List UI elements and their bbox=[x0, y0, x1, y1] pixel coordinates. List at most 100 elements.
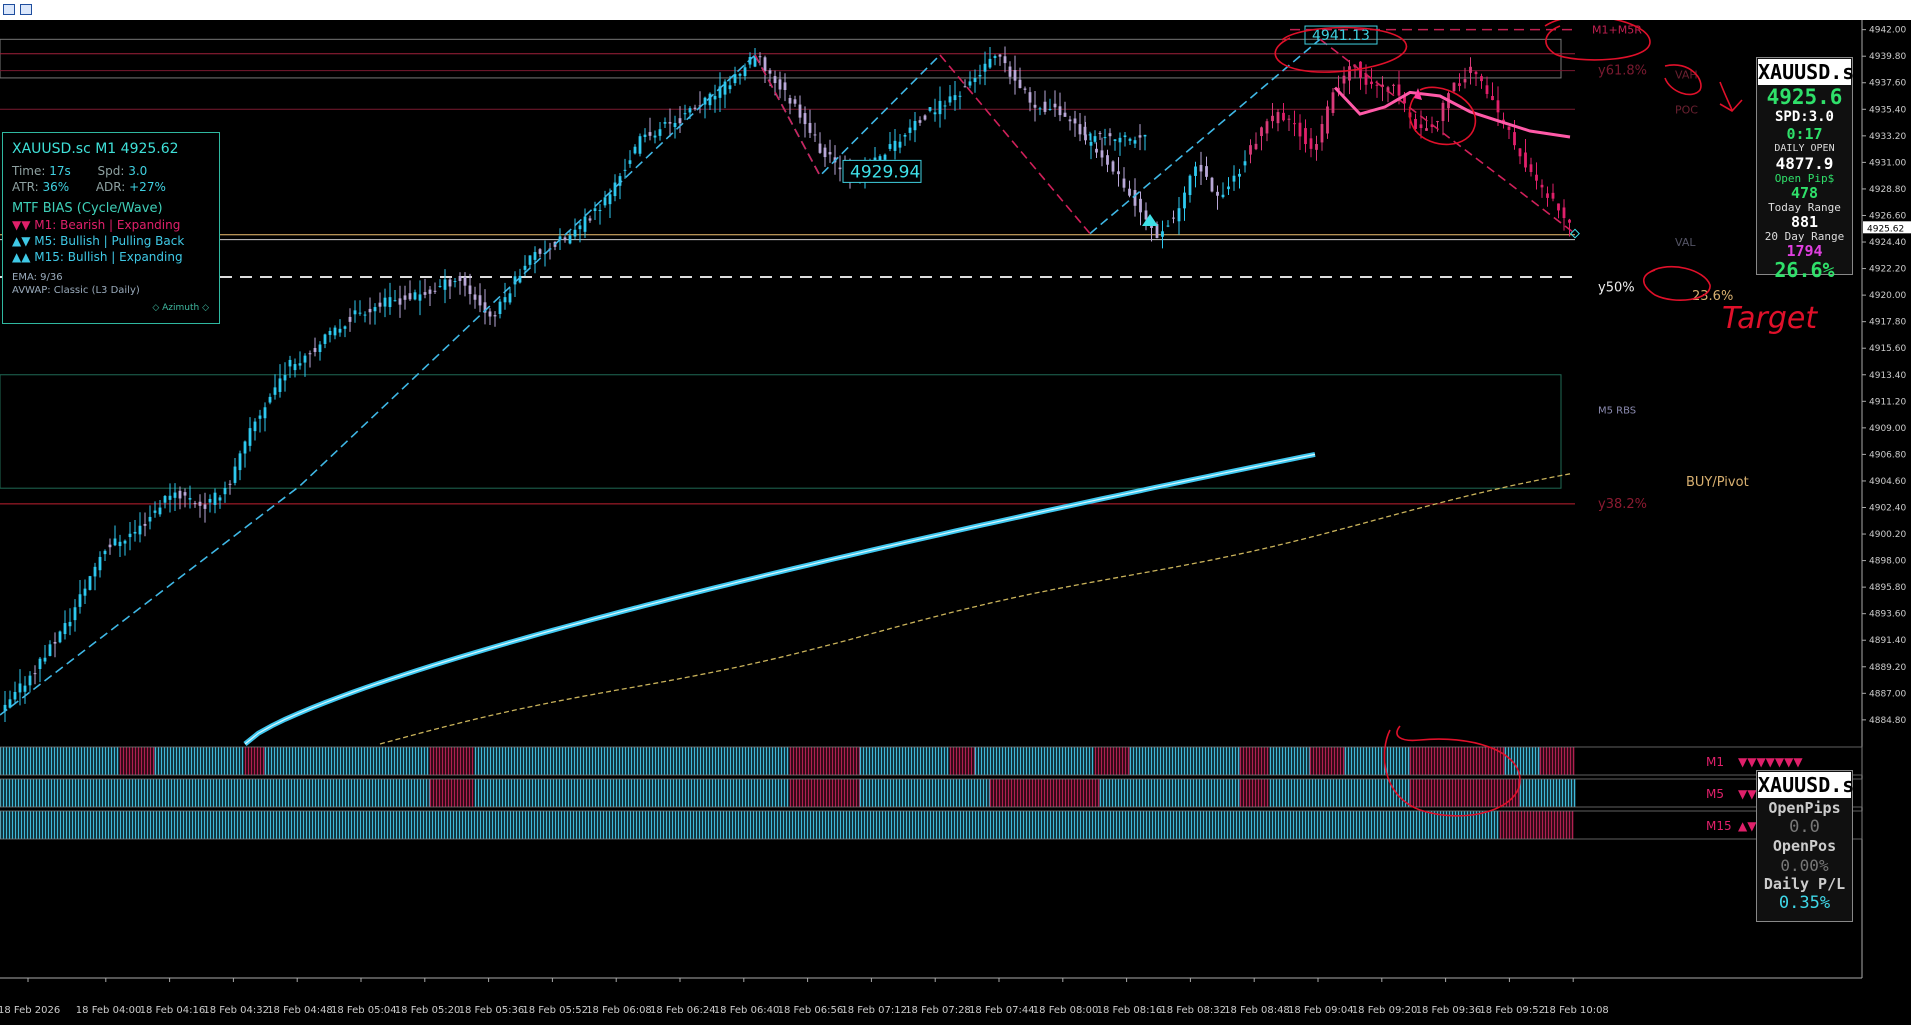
swing-high-label-box bbox=[1304, 25, 1378, 45]
candle bbox=[1161, 231, 1164, 237]
candle bbox=[1557, 203, 1560, 211]
candle bbox=[793, 99, 797, 104]
time-tick-label: 18 Feb 08:00 bbox=[1033, 1005, 1099, 1016]
candle bbox=[453, 281, 457, 283]
candle bbox=[1463, 79, 1467, 83]
candle bbox=[1139, 198, 1142, 213]
candle bbox=[1524, 152, 1527, 168]
candle bbox=[773, 76, 777, 84]
price-tick-label: 4917.80 bbox=[1869, 318, 1906, 328]
candle bbox=[1048, 109, 1052, 111]
ink-circle-high bbox=[1274, 26, 1408, 73]
time-tick-label: 18 Feb 2026 bbox=[0, 1005, 60, 1016]
candle bbox=[153, 510, 157, 513]
candle bbox=[658, 129, 662, 136]
candle bbox=[328, 330, 332, 335]
ema-fast-line bbox=[1333, 86, 1571, 139]
candle bbox=[23, 685, 27, 692]
candle bbox=[618, 176, 622, 186]
candle bbox=[628, 160, 632, 164]
candle bbox=[1166, 225, 1170, 227]
time-tick-label: 18 Feb 06:24 bbox=[650, 1005, 716, 1016]
candle bbox=[1551, 192, 1555, 199]
candle bbox=[568, 235, 572, 244]
ink-circle-entry bbox=[1408, 86, 1477, 146]
candle bbox=[1535, 174, 1538, 181]
candle bbox=[363, 314, 367, 316]
candle bbox=[1507, 126, 1511, 130]
chart-icon[interactable] bbox=[20, 4, 32, 15]
info-title: XAUUSD.sc M1 4925.62 bbox=[12, 141, 179, 157]
candle bbox=[903, 134, 907, 137]
candle bbox=[1260, 127, 1263, 137]
candle bbox=[1210, 177, 1214, 192]
price-tick-label: 4906.80 bbox=[1869, 450, 1906, 460]
price-tick-label: 4924.40 bbox=[1869, 238, 1906, 248]
candle bbox=[1188, 175, 1192, 196]
candle bbox=[1095, 148, 1098, 153]
swing-low-label: 4929.94 bbox=[850, 162, 920, 182]
candle bbox=[913, 120, 917, 131]
candle bbox=[183, 492, 187, 496]
candle bbox=[368, 308, 372, 313]
time-tick-label: 18 Feb 09:20 bbox=[1352, 1005, 1418, 1016]
candle bbox=[563, 237, 567, 241]
price-marker bbox=[1570, 228, 1580, 239]
candle bbox=[1386, 87, 1390, 92]
time-label: Time: bbox=[12, 164, 46, 178]
candle bbox=[8, 699, 12, 708]
candle bbox=[43, 657, 47, 662]
price-tick-label: 4884.80 bbox=[1869, 716, 1906, 726]
candle bbox=[608, 194, 612, 205]
candle bbox=[1216, 191, 1219, 196]
candle bbox=[1172, 217, 1175, 219]
time-tick-label: 18 Feb 04:16 bbox=[140, 1005, 206, 1016]
candle bbox=[1331, 92, 1335, 113]
candle bbox=[1315, 144, 1318, 150]
chart-area[interactable]: 4929.94 4941.13 y61.8% VAH POC VAL y50% 23.6% M5… bbox=[0, 15, 1911, 1021]
ema-slow-line bbox=[243, 451, 1316, 746]
candle bbox=[1063, 112, 1067, 117]
price-tick-label: 4887.00 bbox=[1869, 689, 1906, 699]
candle bbox=[428, 289, 432, 294]
candle bbox=[113, 538, 117, 546]
candle bbox=[573, 229, 577, 237]
candle bbox=[1221, 194, 1225, 198]
candle bbox=[758, 56, 762, 58]
price-tick-label: 4933.20 bbox=[1869, 132, 1906, 142]
candle bbox=[1106, 155, 1109, 165]
candle bbox=[1414, 118, 1417, 130]
price-chart[interactable]: 4929.94 4941.13 y61.8% VAH POC VAL y50% 23.6% M5… bbox=[0, 15, 1911, 1021]
candle bbox=[163, 496, 167, 503]
candle bbox=[1276, 112, 1280, 124]
candle bbox=[813, 134, 817, 136]
bias-row-frame bbox=[0, 746, 1863, 776]
candle bbox=[643, 134, 647, 137]
candle bbox=[293, 364, 297, 371]
candle bbox=[598, 210, 602, 212]
candle bbox=[118, 541, 122, 547]
candle bbox=[1337, 87, 1340, 91]
candle bbox=[588, 218, 592, 221]
toolbar bbox=[0, 0, 1911, 20]
candle bbox=[1103, 137, 1107, 139]
candle bbox=[1249, 145, 1252, 155]
candle bbox=[688, 108, 692, 113]
candle bbox=[1375, 84, 1379, 86]
candle bbox=[1436, 121, 1439, 123]
table-icon[interactable] bbox=[3, 4, 15, 15]
candle bbox=[523, 265, 527, 270]
candle bbox=[1028, 92, 1032, 103]
candle bbox=[3, 704, 7, 711]
time-tick-label: 18 Feb 05:52 bbox=[522, 1005, 588, 1016]
candle bbox=[828, 152, 832, 155]
candle bbox=[48, 644, 52, 656]
bias-m5-text: M5: Bullish | Pulling Back bbox=[34, 234, 185, 248]
candle bbox=[1342, 75, 1346, 84]
candle bbox=[1088, 134, 1092, 136]
candle bbox=[1370, 81, 1373, 85]
bias-row-label-m15: M15 bbox=[1706, 819, 1732, 833]
price-tick-label: 4920.00 bbox=[1869, 291, 1906, 301]
candle bbox=[78, 594, 82, 607]
candle bbox=[678, 118, 682, 124]
